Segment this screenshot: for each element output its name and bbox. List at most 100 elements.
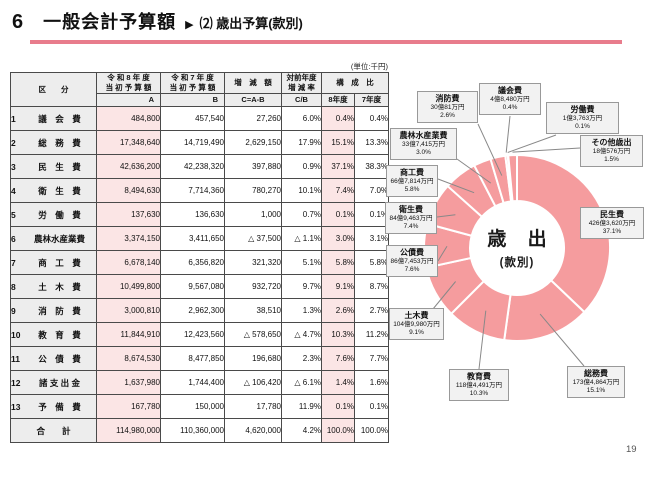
- leader-line: [505, 115, 511, 153]
- leader-line: [436, 214, 456, 218]
- table-row: 6 農林水産業費 3,374,150 3,411,650 △ 37,500 △ 1.1% 3…: [10, 226, 389, 251]
- cell-total-fy7: 110,360,000: [160, 418, 225, 443]
- pie-center-label: 歳 出 (款別): [447, 224, 587, 270]
- cell-fy8-budget: 17,348,640: [96, 130, 161, 155]
- callout-name: 議会費: [498, 86, 522, 95]
- cell-composition-fy8: 5.8%: [321, 250, 355, 275]
- callout-amount: 173億4,864万円: [572, 379, 620, 386]
- cell-fy7-budget: 150,000: [160, 394, 225, 419]
- callout-amount: 30億81万円: [430, 104, 465, 111]
- callout-box: 商工費 66億7,814万円 5.8%: [386, 165, 438, 197]
- cell-fy7-budget: 8,477,850: [160, 346, 225, 371]
- callout-box: 衛生費 84億9,463万円 7.4%: [385, 202, 437, 234]
- cell-change-amount: △ 37,500: [224, 226, 282, 251]
- callout-percent: 15.1%: [586, 387, 606, 394]
- leader-line: [478, 310, 487, 370]
- callout-box: 農林水産業費 33億7,415万円 3.0%: [390, 128, 457, 160]
- cell-composition-fy7: 13.3%: [354, 130, 389, 155]
- cell-change-rate: 0.9%: [281, 154, 322, 179]
- cell-composition-fy8: 37.1%: [321, 154, 355, 179]
- callout-percent: 3.0%: [416, 149, 431, 156]
- cell-composition-fy8: 15.1%: [321, 130, 355, 155]
- cell-composition-fy8: 7.4%: [321, 178, 355, 203]
- callout-amount: 33億7,415万円: [402, 141, 445, 148]
- cell-change-rate: 17.9%: [281, 130, 322, 155]
- header-sub-b: B: [160, 93, 225, 107]
- cell-category: 12 諸 支 出 金: [10, 370, 97, 395]
- title-divider-bar: [30, 40, 622, 44]
- cell-fy7-budget: 3,411,650: [160, 226, 225, 251]
- page-title: 6 一般会計予算額 ▶ ⑵ 歳出予算(款別): [12, 8, 303, 34]
- callout-box: 民生費 426億3,620万円 37.1%: [580, 207, 644, 239]
- callout-box: 議会費 4億8,480万円 0.4%: [479, 83, 541, 115]
- cell-fy8-budget: 484,800: [96, 106, 161, 131]
- callout-percent: 7.4%: [403, 223, 419, 230]
- page-number: 19: [626, 444, 637, 455]
- callout-percent: 5.8%: [404, 186, 420, 193]
- leader-line: [437, 178, 475, 194]
- pie-chart-svg: [423, 115, 611, 370]
- title-sub: ⑵ 歳出予算(款別): [199, 16, 303, 31]
- callout-amount: 104億9,980万円: [393, 321, 440, 328]
- cell-composition-fy8: 1.4%: [321, 370, 355, 395]
- callout-box: 労働費 1億3,763万円 0.1%: [546, 102, 619, 134]
- cell-change-rate: 9.7%: [281, 274, 322, 299]
- cell-fy7-budget: 2,962,300: [160, 298, 225, 323]
- cell-fy8-budget: 8,674,530: [96, 346, 161, 371]
- cell-change-amount: 38,510: [224, 298, 282, 323]
- cell-composition-fy7: 8.7%: [354, 274, 389, 299]
- cell-total-rate: 4.2%: [281, 418, 322, 443]
- header-fy8-budget: 令 和 8 年 度当 初 予 算 額: [96, 72, 161, 94]
- unit-label: (単位:千円): [350, 62, 388, 71]
- leader-line: [539, 313, 585, 367]
- cell-composition-fy8: 9.1%: [321, 274, 355, 299]
- cell-fy7-budget: 12,423,560: [160, 322, 225, 347]
- donut-slice: [516, 153, 611, 314]
- title-number: 6: [12, 11, 24, 33]
- cell-change-rate: 5.1%: [281, 250, 322, 275]
- callout-amount: 18億576万円: [592, 148, 631, 155]
- cell-category: 13 予 備 費: [10, 394, 97, 419]
- cell-composition-fy8: 10.3%: [321, 322, 355, 347]
- cell-fy7-budget: 136,630: [160, 202, 225, 227]
- cell-change-amount: 27,260: [224, 106, 282, 131]
- callout-amount: 84億9,463万円: [389, 215, 433, 222]
- header-sub-cb: C/B: [281, 93, 322, 107]
- arrow-right-icon: ▶: [185, 19, 194, 31]
- table-row: 13 予 備 費 167,780 150,000 17,780 11.9% 0.1% 0.1%: [10, 394, 389, 419]
- leader-line: [432, 281, 456, 310]
- cell-category: 11 公 債 費: [10, 346, 97, 371]
- leader-line: [437, 245, 448, 262]
- cell-fy8-budget: 3,374,150: [96, 226, 161, 251]
- header-change-amount: 増 減 額: [224, 72, 282, 94]
- callout-name: 土木費: [404, 311, 429, 320]
- cell-fy7-budget: 14,719,490: [160, 130, 225, 155]
- callout-amount: 1億3,763万円: [562, 115, 603, 122]
- cell-composition-fy7: 3.1%: [354, 226, 389, 251]
- cell-change-amount: △ 578,650: [224, 322, 282, 347]
- callout-percent: 0.4%: [502, 104, 518, 111]
- callout-name: 商工費: [400, 168, 424, 177]
- callout-percent: 7.6%: [404, 266, 420, 273]
- header-sub-fy7: 7年度: [354, 93, 389, 107]
- callout-percent: 37.1%: [602, 228, 622, 235]
- callout-box: 土木費 104億9,980万円 9.1%: [389, 308, 444, 340]
- cell-fy8-budget: 1,637,980: [96, 370, 161, 395]
- callout-percent: 10.3%: [469, 390, 489, 397]
- cell-fy7-budget: 1,744,400: [160, 370, 225, 395]
- callout-box: 総務費 173億4,864万円 15.1%: [567, 366, 625, 398]
- cell-fy7-budget: 457,540: [160, 106, 225, 131]
- header-composition: 構 成 比: [321, 72, 389, 94]
- callout-percent: 9.1%: [409, 329, 424, 336]
- cell-total-fy8: 114,980,000: [96, 418, 161, 443]
- cell-change-rate: 0.7%: [281, 202, 322, 227]
